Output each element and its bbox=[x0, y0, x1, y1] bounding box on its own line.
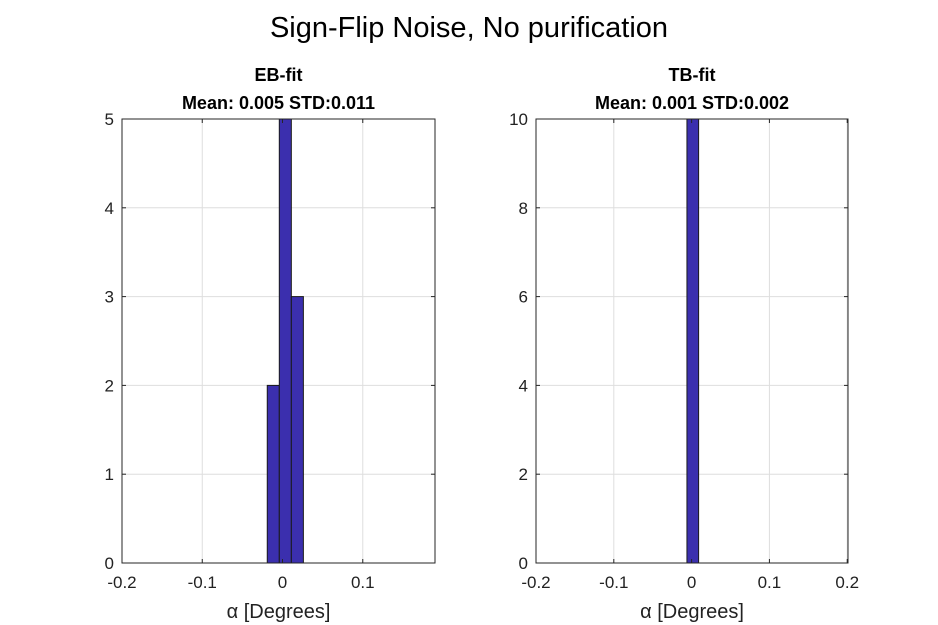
y-tick-label-0-1: 1 bbox=[105, 465, 114, 484]
axes-frame-0 bbox=[121, 118, 436, 564]
subplot-title-0: EB-fit bbox=[255, 65, 303, 85]
x-axis-title-0: α [Degrees] bbox=[227, 601, 331, 623]
subplot-stats-0: Mean: 0.005 STD:0.011 bbox=[182, 93, 375, 113]
histogram-bar-0-0 bbox=[266, 384, 280, 564]
histogram-bar-1-0 bbox=[686, 118, 700, 564]
y-tick-label-0-3: 3 bbox=[105, 288, 114, 307]
y-tick-label-0-4: 4 bbox=[105, 199, 114, 218]
figure-title: Sign-Flip Noise, No purification bbox=[269, 12, 669, 44]
histogram-bar-0-2 bbox=[290, 296, 304, 564]
y-tick-label-1-4: 8 bbox=[519, 199, 528, 218]
y-tick-label-1-1: 2 bbox=[519, 465, 528, 484]
x-tick-label-0-0: -0.2 bbox=[107, 573, 136, 592]
x-tick-label-1-3: 0.1 bbox=[758, 573, 782, 592]
y-tick-label-1-2: 4 bbox=[519, 376, 528, 395]
x-tick-label-0-1: -0.1 bbox=[188, 573, 217, 592]
histogram-bar-0-1 bbox=[278, 118, 292, 564]
subplot-title-1: TB-fit bbox=[669, 65, 716, 85]
x-tick-label-1-0: -0.2 bbox=[521, 573, 550, 592]
y-tick-label-1-0: 0 bbox=[519, 554, 528, 573]
y-tick-label-1-5: 10 bbox=[509, 110, 528, 129]
y-tick-label-0-2: 2 bbox=[105, 376, 114, 395]
x-tick-label-1-2: 0 bbox=[687, 573, 696, 592]
y-tick-label-0-5: 5 bbox=[105, 110, 114, 129]
x-tick-label-0-2: 0 bbox=[278, 573, 287, 592]
y-tick-label-0-0: 0 bbox=[105, 554, 114, 573]
x-tick-label-1-1: -0.1 bbox=[599, 573, 628, 592]
x-tick-label-0-3: 0.1 bbox=[351, 573, 375, 592]
subplot-stats-1: Mean: 0.001 STD:0.002 bbox=[595, 93, 789, 113]
eb-fit-panel: -0.2 -0.1 0 0.1 0 1 2 3 4 5 α [Degrees] EB-fit Mean:… bbox=[105, 65, 436, 623]
x-axis-title-1: α [Degrees] bbox=[640, 601, 744, 623]
x-tick-label-1-4: 0.2 bbox=[835, 573, 859, 592]
tb-fit-panel: -0.2 -0.1 0 0.1 0.2 0 2 4 6 8 10 α [Degrees] TB-fit M… bbox=[509, 65, 859, 623]
y-tick-label-1-3: 6 bbox=[519, 288, 528, 307]
